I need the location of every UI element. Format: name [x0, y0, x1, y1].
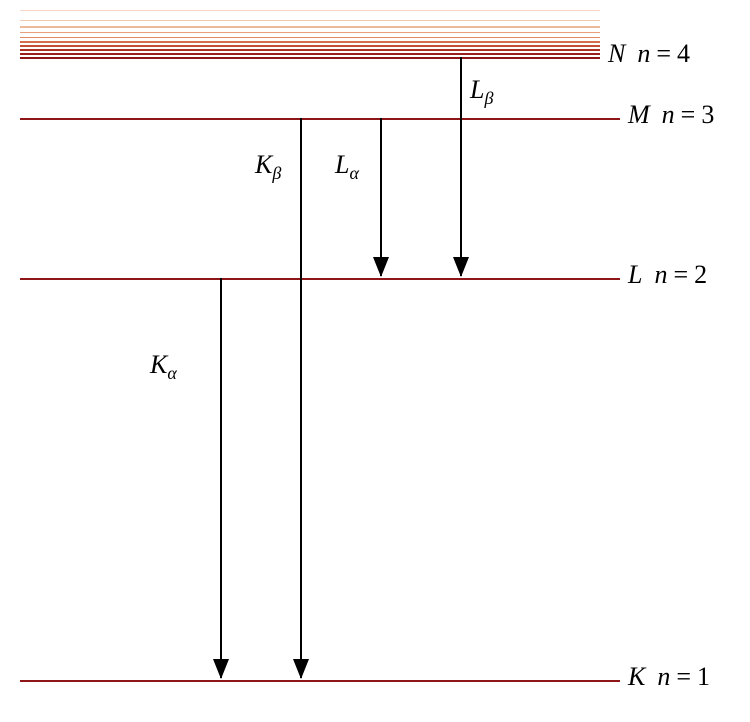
- n-value: 3: [701, 100, 714, 129]
- continuum-line: [20, 26, 600, 27]
- shell-letter: N: [608, 39, 625, 68]
- continuum-line: [20, 53, 600, 55]
- transition-label-Kalpha: Kα: [150, 350, 177, 384]
- continuum-line: [20, 32, 600, 33]
- shell-letter: K: [628, 662, 645, 691]
- n-value: 2: [694, 260, 707, 289]
- level-label-M: Mn=3: [628, 100, 714, 130]
- continuum-line: [20, 49, 600, 51]
- level-line-L: [20, 278, 620, 280]
- continuum-line: [20, 37, 600, 38]
- n-symbol: n: [654, 260, 667, 289]
- equals: =: [656, 39, 671, 68]
- transition-label-Lalpha: Lα: [335, 150, 359, 184]
- n-symbol: n: [662, 100, 675, 129]
- transition-label-Lbeta: Lβ: [470, 75, 493, 109]
- equals: =: [681, 100, 696, 129]
- n-value: 4: [677, 39, 690, 68]
- transition-arrow-Kalpha: [220, 278, 222, 678]
- shell-letter: M: [628, 100, 650, 129]
- continuum-line: [20, 45, 600, 47]
- n-value: 1: [697, 662, 710, 691]
- transition-arrow-Lalpha: [380, 118, 382, 276]
- level-label-N: Nn=4: [608, 39, 690, 69]
- level-line-M: [20, 118, 620, 120]
- n-symbol: n: [637, 39, 650, 68]
- level-line-N: [20, 57, 600, 59]
- continuum-line: [20, 10, 600, 11]
- shell-letter: L: [628, 260, 642, 289]
- transition-label-Kbeta: Kβ: [255, 150, 281, 184]
- n-symbol: n: [657, 662, 670, 691]
- equals: =: [676, 662, 691, 691]
- level-line-K: [20, 680, 620, 682]
- transition-arrow-Kbeta: [300, 118, 302, 678]
- continuum-line: [20, 41, 600, 43]
- continuum-line: [20, 20, 600, 21]
- level-label-L: Ln=2: [628, 260, 707, 290]
- equals: =: [673, 260, 688, 289]
- transition-arrow-Lbeta: [460, 57, 462, 276]
- level-label-K: Kn=1: [628, 662, 710, 692]
- energy-level-diagram: Nn=4Mn=3Ln=2Kn=1KαKβLαLβ: [0, 0, 750, 722]
